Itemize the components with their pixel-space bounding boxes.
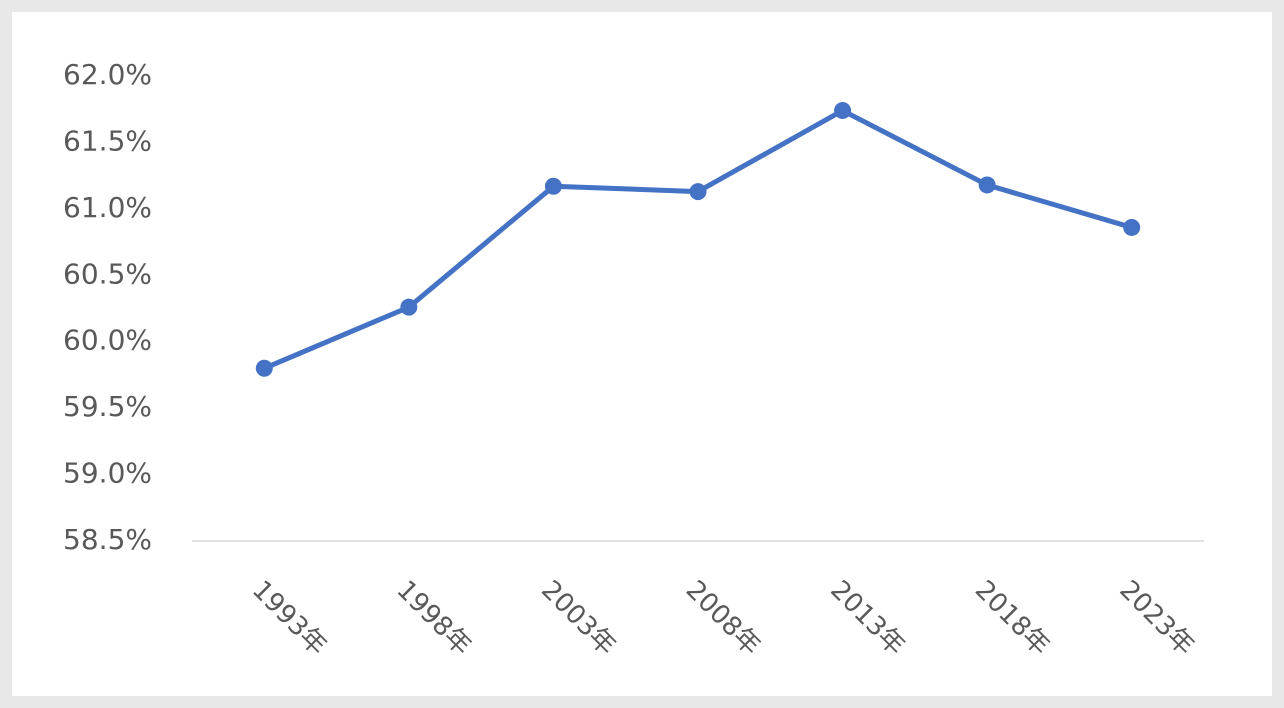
chart-panel (12, 12, 1272, 696)
marker (400, 298, 418, 316)
y-tick-label: 62.0% (63, 58, 152, 91)
y-tick-label: 58.5% (63, 523, 152, 556)
marker (544, 177, 562, 195)
y-tick-label: 59.0% (63, 457, 152, 490)
y-tick-label: 61.0% (63, 191, 152, 224)
y-tick-label: 60.5% (63, 257, 152, 290)
marker (978, 176, 996, 194)
y-tick-label: 61.5% (63, 124, 152, 157)
marker (689, 183, 707, 201)
y-tick-label: 59.5% (63, 390, 152, 423)
y-tick-label: 60.0% (63, 324, 152, 357)
marker (834, 102, 852, 120)
marker (255, 359, 273, 377)
marker (1123, 218, 1141, 236)
